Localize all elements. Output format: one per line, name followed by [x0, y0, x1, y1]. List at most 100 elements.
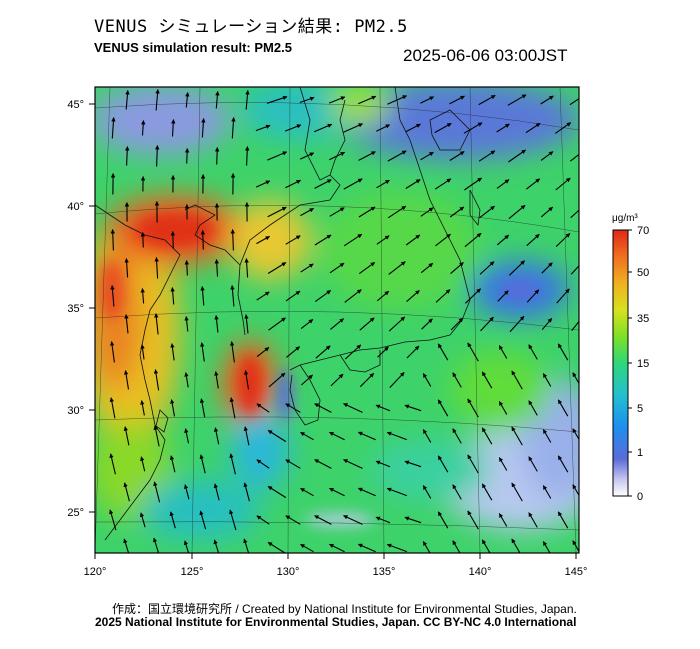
wind-arrow [508, 204, 526, 220]
wind-arrow [124, 258, 129, 278]
wind-arrow [388, 316, 406, 332]
wind-arrow [214, 147, 220, 165]
wind-arrow [229, 453, 236, 475]
wind-arrow [201, 118, 206, 138]
wind-arrow [420, 207, 434, 217]
wind-arrow [422, 485, 432, 499]
wind-arrow [435, 289, 451, 303]
wind-arrow [343, 123, 364, 133]
wind-arrow [256, 459, 270, 469]
wind-arrow [554, 122, 572, 134]
wind-arrow [508, 149, 526, 163]
wind-arrow [170, 343, 175, 361]
lon-tick-130: 130° [277, 566, 300, 578]
wind-arrow [285, 179, 301, 189]
wind-arrow [199, 454, 206, 474]
wind-arrow [123, 482, 130, 502]
wind-arrow [329, 431, 345, 441]
wind-arrow [329, 487, 345, 497]
coastlines [95, 87, 481, 541]
wind-arrow [244, 258, 249, 278]
title-english: VENUS simulation result: PM2.5 [94, 40, 292, 55]
wind-arrow [387, 205, 407, 219]
wind-arrow [314, 289, 332, 303]
wind-arrow [511, 538, 521, 553]
wind-arrow [437, 455, 449, 473]
wind-arrow [245, 90, 250, 110]
lon-tick-140: 140° [469, 566, 492, 578]
wind-arrow [245, 146, 250, 166]
wind-arrow [434, 122, 452, 134]
credit-line-2: 2025 National Institute for Environmenta… [95, 615, 577, 629]
wind-arrow [154, 313, 159, 335]
wind-arrow [256, 235, 270, 245]
wind-arrow [268, 372, 286, 388]
wind-arrow [314, 515, 332, 525]
wind-arrow [123, 370, 130, 390]
wind-arrow [153, 425, 160, 447]
wind-arrow [437, 343, 449, 361]
wind-arrow [449, 151, 465, 161]
colorbar: μg/m³ 70 50 35 15 5 1 0 [612, 213, 649, 503]
wind-arrow [569, 153, 579, 162]
wind-arrow [267, 151, 288, 161]
wind-arrow [405, 123, 421, 133]
wind-arrow [525, 122, 541, 134]
wind-arrow [215, 91, 220, 109]
wind-arrow [437, 399, 449, 417]
wind-arrow [404, 516, 422, 524]
wind-arrow [286, 346, 300, 358]
wind-arrow [358, 151, 376, 161]
colorbar-tick-1: 1 [637, 447, 643, 459]
lon-tick-145: 145° [565, 566, 588, 578]
wind-arrow [109, 509, 117, 531]
wind-arrow [387, 95, 408, 105]
wind-arrow [557, 343, 569, 361]
wind-arrow [375, 404, 391, 412]
colorbar-tick-15: 15 [637, 358, 649, 370]
wind-arrow [497, 290, 509, 302]
wind-arrow [109, 453, 116, 475]
wind-arrow [214, 371, 219, 389]
wind-arrow [343, 178, 363, 190]
wind-arrow [170, 231, 176, 249]
wind-arrow [496, 179, 510, 189]
wind-arrow [328, 96, 346, 104]
wind-arrow [343, 459, 363, 469]
wind-arrow [213, 427, 220, 445]
wind-arrow [569, 98, 579, 106]
wind-arrow [358, 206, 376, 218]
wind-arrow [111, 117, 116, 139]
axis-labels: 120° 125° 130° 135° 140° 145° 45° 40° 35… [67, 99, 587, 578]
wind-arrow [153, 369, 160, 391]
wind-arrow [313, 123, 333, 133]
wind-arrow [498, 345, 508, 359]
wind-arrow [200, 286, 205, 306]
wind-arrow [169, 511, 176, 529]
pm25-map-figure: 120° 125° 130° 135° 140° 145° 45° 40° 35… [67, 86, 649, 578]
wind-arrow [406, 345, 420, 359]
wind-arrow [404, 404, 422, 412]
wind-arrow [572, 372, 579, 385]
wind-arrow [357, 95, 377, 105]
wind-arrow [300, 263, 314, 273]
wind-arrow [555, 233, 571, 247]
wind-arrow [479, 261, 495, 275]
wind-arrow [184, 148, 190, 164]
wind-arrow [199, 398, 206, 418]
wind-arrow [267, 262, 287, 274]
wind-arrow [125, 146, 130, 166]
wind-arrow [467, 454, 479, 474]
wind-arrow [479, 205, 495, 219]
wind-arrow [200, 342, 205, 362]
wind-arrow [285, 515, 301, 525]
wind-arrow [572, 428, 579, 441]
colorbar-tick-50: 50 [637, 267, 649, 279]
wind-arrow [255, 180, 271, 188]
wind-arrow [467, 342, 479, 362]
wind-arrow [329, 151, 346, 161]
wind-arrow [231, 117, 236, 139]
wind-arrow [243, 426, 250, 446]
wind-arrow [386, 487, 407, 497]
wind-arrow [377, 346, 389, 358]
